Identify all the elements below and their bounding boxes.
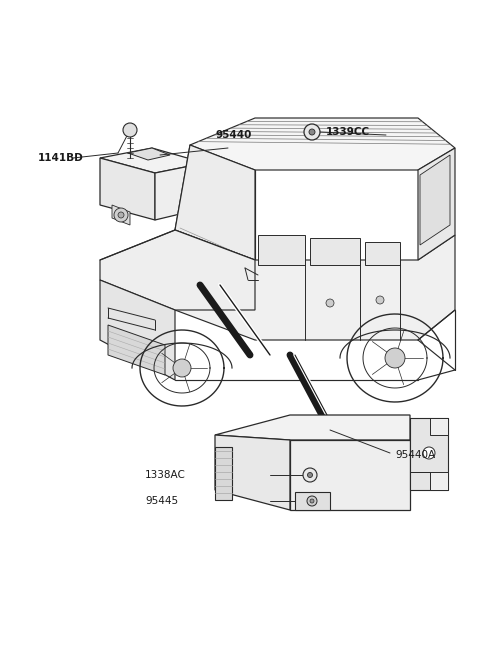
Polygon shape <box>418 148 455 260</box>
Polygon shape <box>365 242 400 265</box>
Polygon shape <box>128 148 170 160</box>
Polygon shape <box>215 447 232 500</box>
Polygon shape <box>100 230 255 310</box>
Polygon shape <box>420 155 450 245</box>
Polygon shape <box>258 235 305 265</box>
Text: 1338AC: 1338AC <box>145 470 186 480</box>
Circle shape <box>385 348 405 368</box>
Circle shape <box>173 359 191 377</box>
Polygon shape <box>310 238 360 265</box>
Polygon shape <box>100 158 155 220</box>
Circle shape <box>303 468 317 482</box>
Polygon shape <box>215 415 410 440</box>
Polygon shape <box>410 418 448 435</box>
Circle shape <box>308 472 312 477</box>
Polygon shape <box>100 280 175 380</box>
Polygon shape <box>112 205 130 225</box>
Polygon shape <box>290 440 410 510</box>
Text: 95440A: 95440A <box>395 450 435 460</box>
Text: 95440: 95440 <box>215 130 252 140</box>
Polygon shape <box>190 118 455 170</box>
Circle shape <box>123 123 137 137</box>
Polygon shape <box>100 148 205 173</box>
Polygon shape <box>175 145 255 260</box>
Circle shape <box>326 299 334 307</box>
Circle shape <box>423 447 435 459</box>
Circle shape <box>304 124 320 140</box>
Circle shape <box>310 499 314 503</box>
Polygon shape <box>175 230 455 340</box>
Circle shape <box>309 129 315 135</box>
Text: 1141BD: 1141BD <box>38 153 84 163</box>
Circle shape <box>307 496 317 506</box>
Circle shape <box>376 296 384 304</box>
Circle shape <box>114 208 128 222</box>
Text: 1339CC: 1339CC <box>326 127 370 137</box>
Polygon shape <box>410 472 448 490</box>
Polygon shape <box>215 435 290 510</box>
Polygon shape <box>108 325 165 375</box>
Text: 95445: 95445 <box>145 496 178 506</box>
Polygon shape <box>410 418 448 490</box>
Circle shape <box>118 212 124 218</box>
Polygon shape <box>295 492 330 510</box>
Polygon shape <box>155 163 205 220</box>
